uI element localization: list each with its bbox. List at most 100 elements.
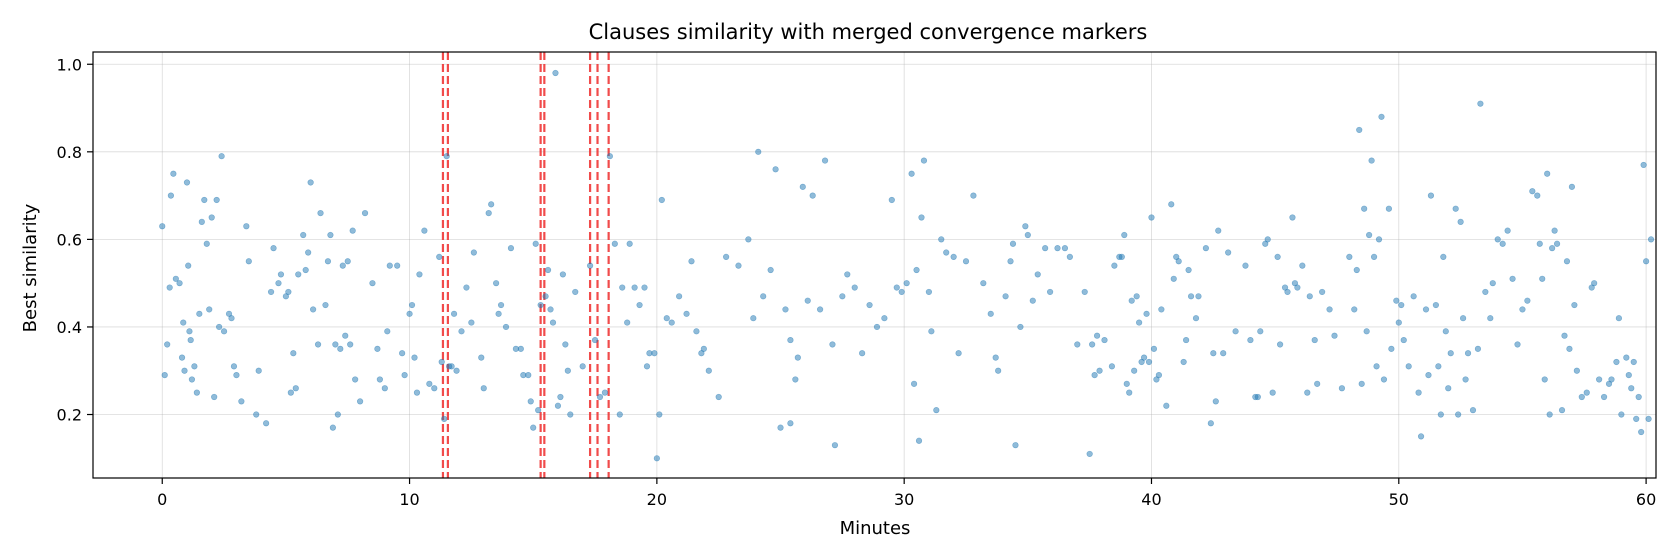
data-point <box>1202 245 1209 252</box>
data-point <box>1158 306 1165 313</box>
data-point <box>624 319 631 326</box>
data-point <box>1054 245 1061 252</box>
data-point <box>1061 245 1069 252</box>
data-point <box>220 328 228 335</box>
data-point <box>804 297 811 304</box>
data-point <box>1459 315 1467 322</box>
data-point <box>1207 420 1214 427</box>
data-point <box>305 249 312 256</box>
data-point <box>962 258 970 265</box>
data-point <box>532 240 539 247</box>
data-point <box>161 372 168 379</box>
data-point <box>233 372 240 379</box>
data-point <box>1170 275 1177 282</box>
data-point <box>1373 363 1380 370</box>
data-point <box>188 376 196 383</box>
data-point <box>275 280 282 287</box>
data-point <box>1435 363 1442 370</box>
data-point <box>1155 372 1163 379</box>
x-tick-label: 50 <box>1389 490 1409 509</box>
data-point <box>292 385 299 392</box>
data-point <box>1427 192 1435 199</box>
data-point <box>1558 407 1566 414</box>
data-point <box>1022 223 1029 230</box>
data-point <box>1140 354 1148 361</box>
data-point <box>925 288 933 296</box>
data-point <box>908 170 915 177</box>
data-point <box>873 323 881 331</box>
data-point <box>1608 376 1615 383</box>
data-point <box>478 354 485 361</box>
data-point <box>1368 157 1375 164</box>
data-point <box>211 393 218 401</box>
data-point <box>1432 301 1439 309</box>
data-point <box>381 385 388 392</box>
data-point <box>448 363 455 370</box>
data-point <box>1111 262 1118 269</box>
data-point <box>915 437 923 444</box>
data-point <box>1647 236 1655 243</box>
y-axis-label: Best similarity <box>20 203 41 332</box>
data-point <box>285 288 292 296</box>
data-point <box>1440 253 1447 261</box>
data-point <box>317 210 324 217</box>
data-point <box>950 253 957 261</box>
data-point <box>238 398 245 405</box>
data-point <box>1096 367 1103 374</box>
data-point <box>1361 205 1368 212</box>
data-point <box>760 293 767 300</box>
data-point <box>1615 315 1623 322</box>
data-point <box>542 293 549 300</box>
data-point <box>1284 288 1291 296</box>
data-point <box>436 253 443 261</box>
data-point <box>1331 332 1338 339</box>
data-point <box>1232 328 1239 335</box>
data-point <box>1089 341 1096 348</box>
data-point <box>831 442 839 449</box>
data-point <box>554 402 562 409</box>
data-point <box>851 284 858 291</box>
data-point <box>1544 170 1551 177</box>
data-point <box>1081 288 1088 296</box>
data-point <box>1042 245 1049 252</box>
data-point <box>1276 341 1284 348</box>
data-point <box>517 345 524 352</box>
data-point <box>302 266 309 274</box>
data-point <box>544 266 552 274</box>
data-point <box>1477 100 1484 107</box>
data-point <box>1326 306 1333 313</box>
data-point <box>1187 293 1195 300</box>
data-point <box>910 380 918 387</box>
data-point <box>1529 188 1536 195</box>
data-point <box>1195 293 1202 300</box>
data-point <box>735 262 742 269</box>
data-point <box>995 367 1002 374</box>
data-point <box>938 236 945 243</box>
data-point <box>1455 411 1462 418</box>
data-point <box>1591 280 1598 287</box>
data-point <box>1447 350 1454 357</box>
data-point <box>1452 205 1459 212</box>
data-point <box>1066 253 1073 261</box>
data-point <box>562 341 569 348</box>
data-point <box>191 363 198 370</box>
data-point <box>591 336 599 344</box>
data-point <box>1034 271 1041 278</box>
x-tick-label: 60 <box>1636 490 1656 509</box>
data-point <box>601 389 609 396</box>
data-point <box>401 372 408 379</box>
data-point <box>1183 336 1190 344</box>
data-point <box>881 315 888 322</box>
data-point <box>1600 393 1608 401</box>
data-point <box>1074 341 1081 348</box>
data-point <box>1571 301 1578 309</box>
data-point <box>1148 214 1155 221</box>
data-point <box>1410 293 1417 300</box>
data-point <box>933 407 940 414</box>
data-point <box>1618 411 1625 418</box>
data-point <box>626 240 633 247</box>
data-point <box>1385 205 1393 212</box>
data-point <box>913 266 920 274</box>
data-point <box>535 407 542 414</box>
data-point <box>705 367 712 374</box>
